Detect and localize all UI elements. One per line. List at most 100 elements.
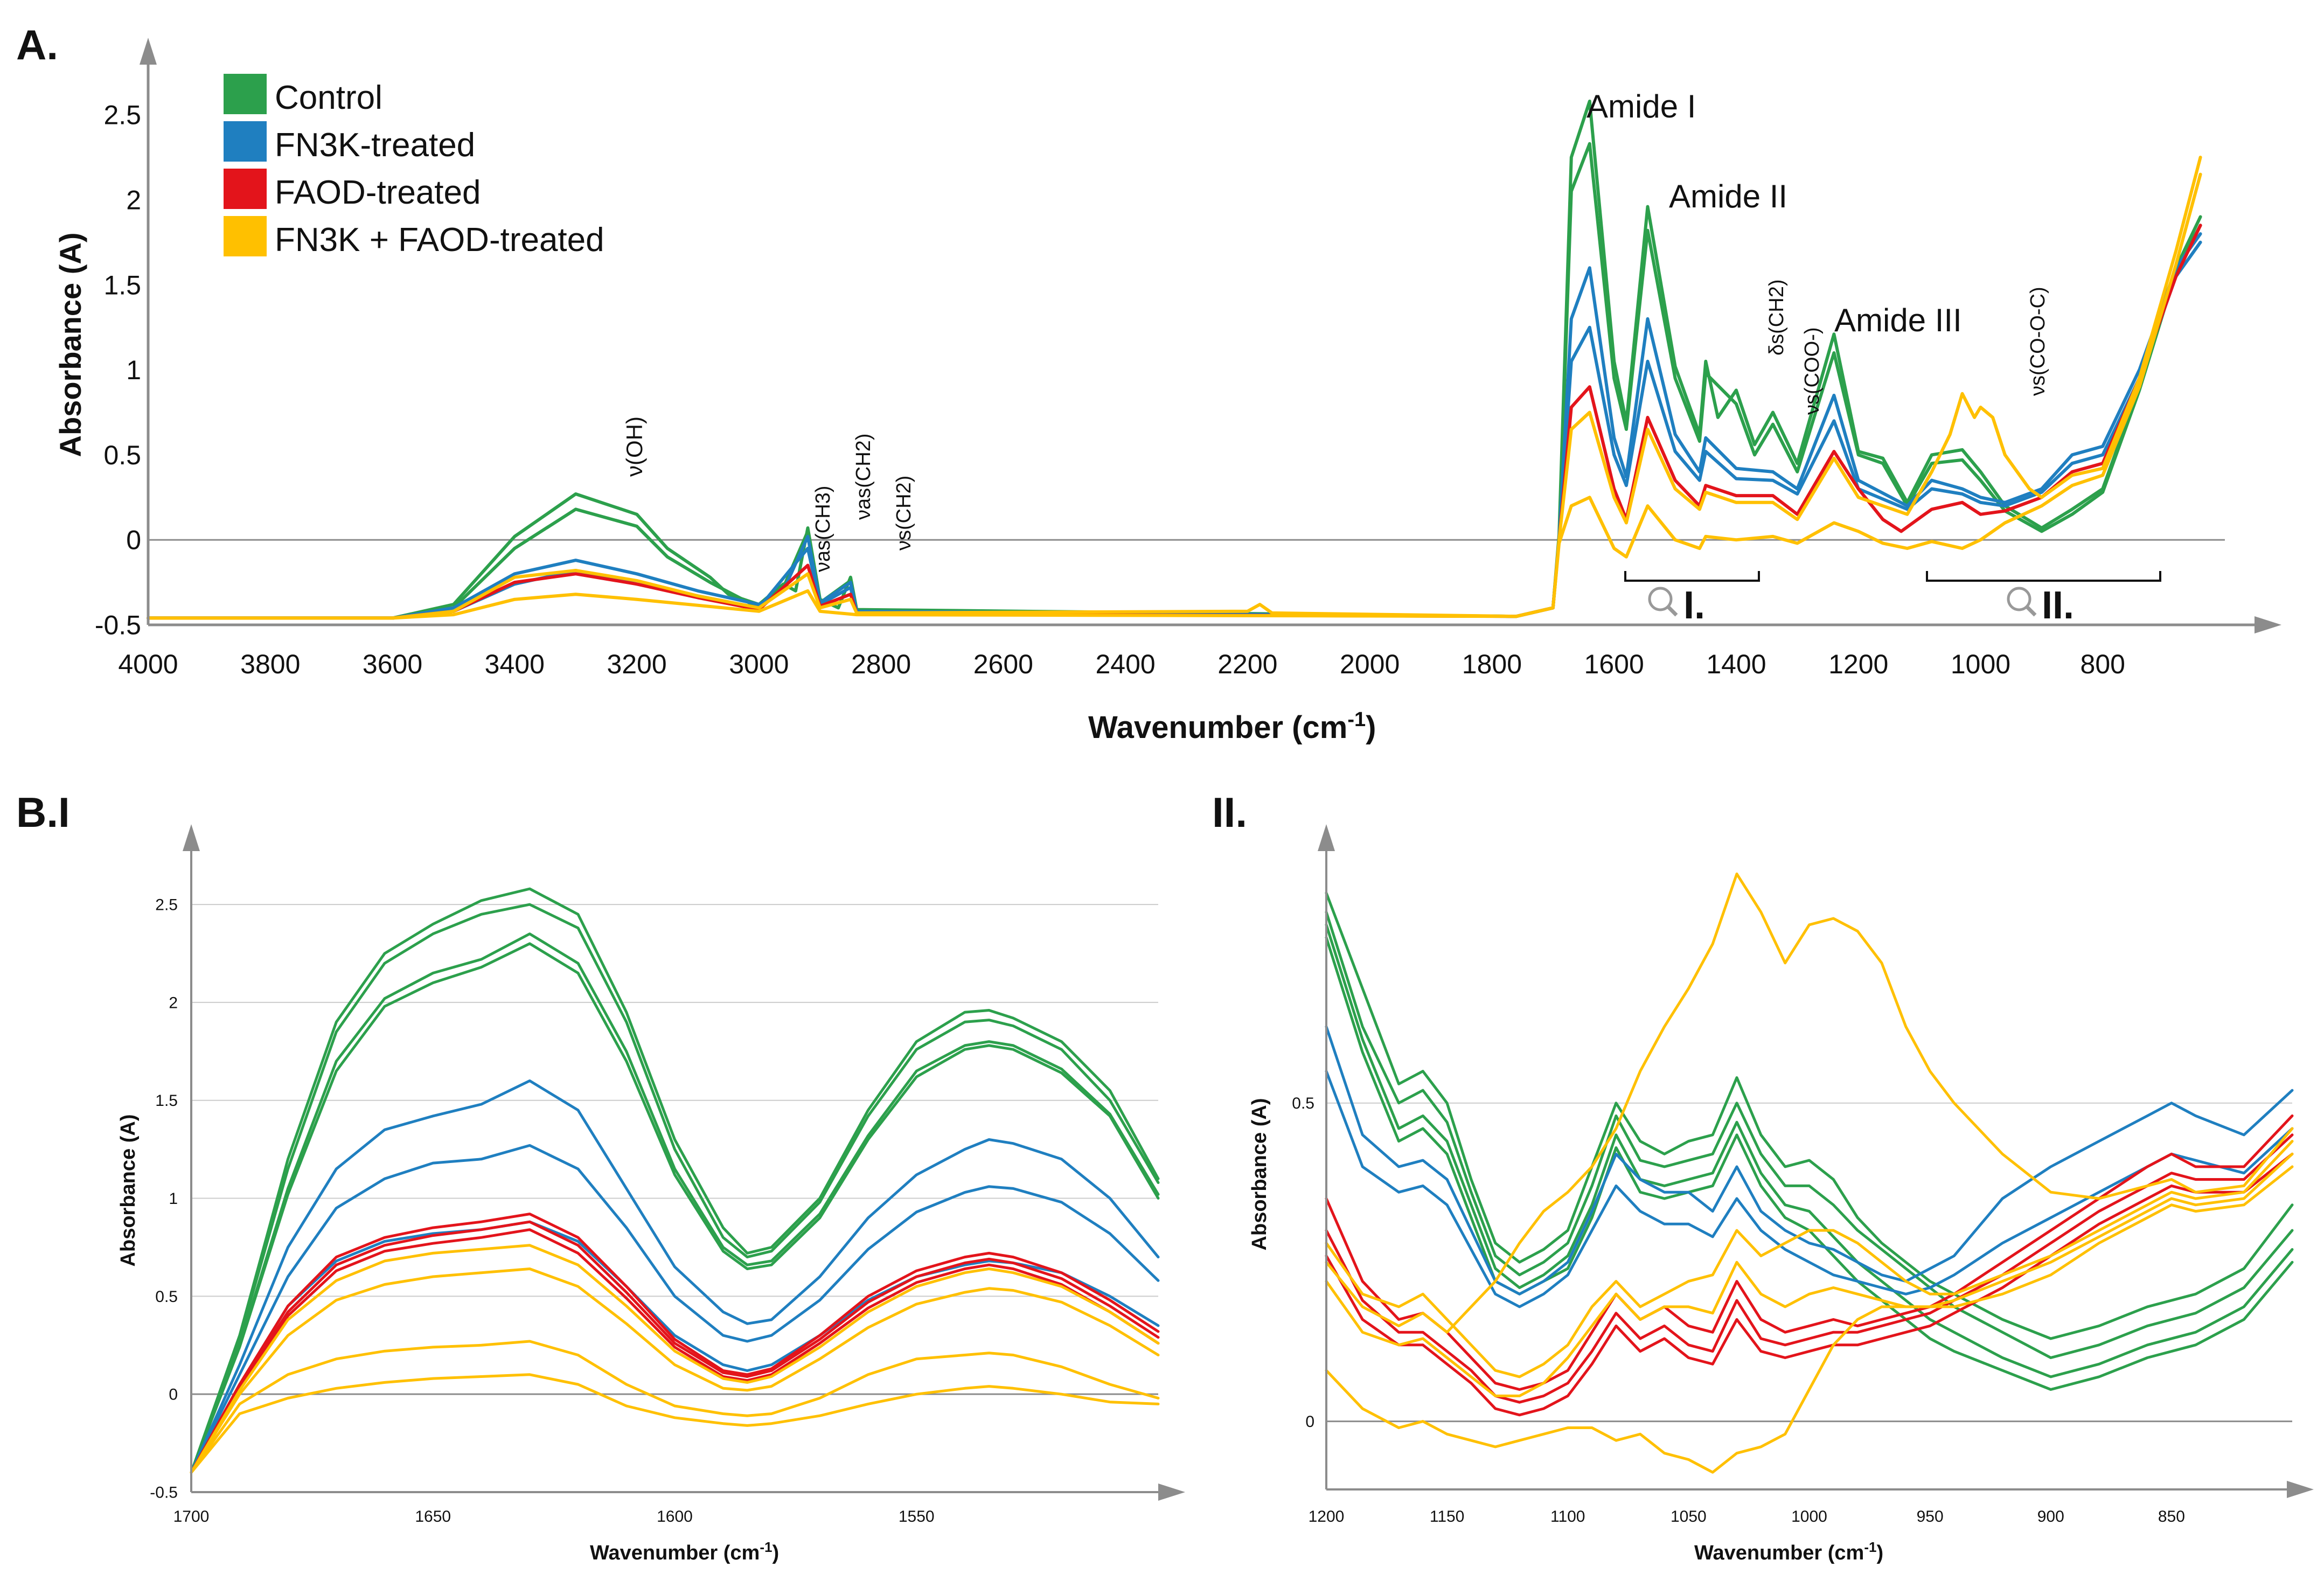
panel-b-i-series-control xyxy=(190,932,1160,1474)
panel-b-i-xlabel: Wavenumber (cm-1) xyxy=(590,1539,779,1564)
panel-a-series-fn3k xyxy=(147,240,2202,620)
panel-a-series-fn3k xyxy=(147,232,2202,620)
panel-a-ylabel: Absorbance (A) xyxy=(53,233,87,457)
panel-b-ii-label: II. xyxy=(1212,789,1247,836)
panel-b-ii-x-tick-label: 1150 xyxy=(1430,1508,1465,1526)
annotation-vs-co-o-c: νs(CO-O-C) xyxy=(2027,287,2049,396)
annotation-v-oh: ν(OH) xyxy=(622,416,647,477)
panel-b-ii-x-tick-label: 950 xyxy=(1917,1508,1944,1526)
legend-swatch-control xyxy=(224,74,267,114)
panel-b-ii-series-both xyxy=(1325,872,2294,1334)
zoom-label-ii: II. xyxy=(2042,584,2074,627)
zoom-label-i: I. xyxy=(1683,584,1705,627)
panel-a-series-control xyxy=(147,142,2202,620)
legend-swatch-faod xyxy=(224,169,267,209)
panel-a-x-tick-label: 1600 xyxy=(1584,649,1644,679)
panel-a-series-both xyxy=(147,172,2202,620)
panel-b-i-series-faod xyxy=(190,1228,1160,1474)
annotation-ds-ch2: δs(CH2) xyxy=(1765,280,1788,356)
zoom-region-ii: II. xyxy=(1926,571,2161,627)
panel-a-xlabel-end: ) xyxy=(1366,710,1376,745)
panel-a-y-tick-label: 1 xyxy=(126,355,141,385)
panel-b-i-y-tick-label: 2.5 xyxy=(155,896,178,914)
panel-a-x-tick-label: 3000 xyxy=(729,649,789,679)
panel-b-i-y-tick-label: 1 xyxy=(169,1190,178,1208)
panel-b-ii-x-tick-label: 850 xyxy=(2158,1508,2185,1526)
panel-b-ii-x-ticks: 1200 1150 1100 1050 1000 950 900 850 xyxy=(1309,1508,2185,1526)
panel-b-ii-y-tick-label: 0.5 xyxy=(1292,1095,1314,1112)
panel-b-i-axes xyxy=(183,824,1185,1501)
panel-b-i-x-axis-arrow xyxy=(1158,1484,1185,1501)
panel-b-ii-x-tick-label: 1050 xyxy=(1671,1508,1707,1526)
panel-a-x-tick-label: 1200 xyxy=(1828,649,1888,679)
panel-b-i-y-ticks: -0.5 0 0.5 1 1.5 2 2.5 xyxy=(150,896,178,1502)
panel-a-y-tick-label: -0.5 xyxy=(95,610,141,640)
panel-a-xlabel-main: Wavenumber (cm xyxy=(1088,710,1347,745)
panel-a-axes xyxy=(140,38,2281,633)
annotation-vs-ch2: νs(CH2) xyxy=(893,476,915,551)
legend-label-fn3k: FN3K-treated xyxy=(275,127,475,164)
panel-b-i-xlabel-main: Wavenumber (cm xyxy=(590,1542,760,1564)
panel-b-i-series-faod xyxy=(190,1220,1160,1474)
panel-a-x-tick-label: 4000 xyxy=(118,649,178,679)
panel-a-x-tick-label: 1800 xyxy=(1462,649,1522,679)
panel-b-i-x-tick-label: 1700 xyxy=(173,1508,210,1526)
panel-a-label: A. xyxy=(16,21,58,68)
panel-a-x-tick-label: 2600 xyxy=(973,649,1033,679)
panel-a-x-tick-label: 2400 xyxy=(1096,649,1156,679)
panel-a-x-tick-label: 800 xyxy=(2081,649,2125,679)
panel-a-x-tick-label: 2000 xyxy=(1340,649,1400,679)
panel-b-i-series-both xyxy=(190,1373,1160,1474)
panel-a-y-tick-label: 0 xyxy=(126,525,141,555)
annotation-amide-ii: Amide II xyxy=(1669,178,1787,214)
panel-b-i-y-tick-label: 2 xyxy=(169,994,178,1012)
annotation-amide-i: Amide I xyxy=(1587,88,1696,124)
legend-swatch-both xyxy=(224,216,267,256)
panel-b-ii-x-axis-arrow xyxy=(2287,1481,2314,1498)
annotation-vas-ch3: νas(CH3) xyxy=(812,486,834,572)
panel-b-i-y-tick-label: 0 xyxy=(169,1386,178,1404)
panel-b-ii-series-both xyxy=(1325,1152,2294,1397)
panel-b-ii-y-ticks: 00.5 xyxy=(1292,1095,1314,1431)
annotation-vs-coo: νs(COO-) xyxy=(1801,327,1824,415)
panel-b-i-series-control xyxy=(190,903,1160,1474)
zoom-region-i: I. xyxy=(1624,571,1760,627)
panel-b-ii: II. 1200 1150 1100 1050 1000 950 900 850 00.5 A… xyxy=(1212,789,2314,1564)
panel-b-i-x-tick-label: 1600 xyxy=(657,1508,693,1526)
panel-b-ii-xlabel-main: Wavenumber (cm xyxy=(1694,1542,1864,1564)
panel-b-i-xlabel-sup: -1 xyxy=(760,1539,772,1555)
annotation-amide-iii: Amide III xyxy=(1834,302,1962,338)
panel-b-i-y-tick-label: -0.5 xyxy=(150,1484,178,1502)
panel-b-ii-series-both xyxy=(1325,1140,2294,1378)
panel-a-y-tick-label: 1.5 xyxy=(103,270,141,300)
panel-b-i-x-tick-label: 1650 xyxy=(415,1508,451,1526)
panel-a-x-tick-label: 3800 xyxy=(240,649,300,679)
panel-b-ii-series-faod xyxy=(1325,1133,2294,1404)
panel-b-i-x-tick-label: 1550 xyxy=(899,1508,935,1526)
legend-label-control: Control xyxy=(275,79,382,116)
panel-b-ii-axes xyxy=(1318,824,2314,1498)
panel-a-y-tick-label: 2 xyxy=(126,185,141,215)
panel-b-ii-gridlines xyxy=(1326,1102,2292,1423)
panel-b-ii-series-fn3k xyxy=(1325,1025,2294,1296)
panel-b-ii-series-faod xyxy=(1325,1114,2294,1391)
panel-a-x-axis-arrow xyxy=(2255,616,2281,633)
panel-a-x-tick-label: 3200 xyxy=(607,649,666,679)
panel-a-x-tick-label: 1000 xyxy=(1951,649,2010,679)
panel-a-x-tick-label: 3400 xyxy=(485,649,545,679)
panel-b-i-series xyxy=(190,887,1160,1474)
panel-b-ii-series-both xyxy=(1325,1165,2294,1474)
panel-b-ii-xlabel-sup: -1 xyxy=(1864,1539,1876,1555)
panel-b-ii-ylabel: Absorbance (A) xyxy=(1248,1098,1271,1251)
panel-a-y-tick-label: 2.5 xyxy=(103,100,141,130)
panel-a: A. 4000 3800 3600 3400 3200 3000 2800 2600 2400 2… xyxy=(16,21,2281,745)
panel-a-series xyxy=(147,99,2202,620)
panel-a-x-ticks: 4000 3800 3600 3400 3200 3000 2800 2600 2400 2200… xyxy=(118,649,2125,679)
panel-a-x-tick-label: 2200 xyxy=(1217,649,1277,679)
panel-b-i-series-control xyxy=(190,887,1160,1474)
panel-b-i-series-fn3k xyxy=(190,1079,1160,1474)
panel-b-ii-series-control xyxy=(1325,910,2294,1359)
panel-b-i-y-axis-arrow xyxy=(183,824,200,851)
panel-b-i-ylabel: Absorbance (A) xyxy=(117,1115,140,1267)
